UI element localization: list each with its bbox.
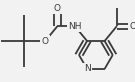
Text: O: O (129, 22, 135, 31)
Text: N: N (84, 64, 90, 73)
Text: O: O (42, 36, 49, 46)
Text: O: O (54, 4, 61, 13)
Text: NH: NH (68, 22, 82, 31)
